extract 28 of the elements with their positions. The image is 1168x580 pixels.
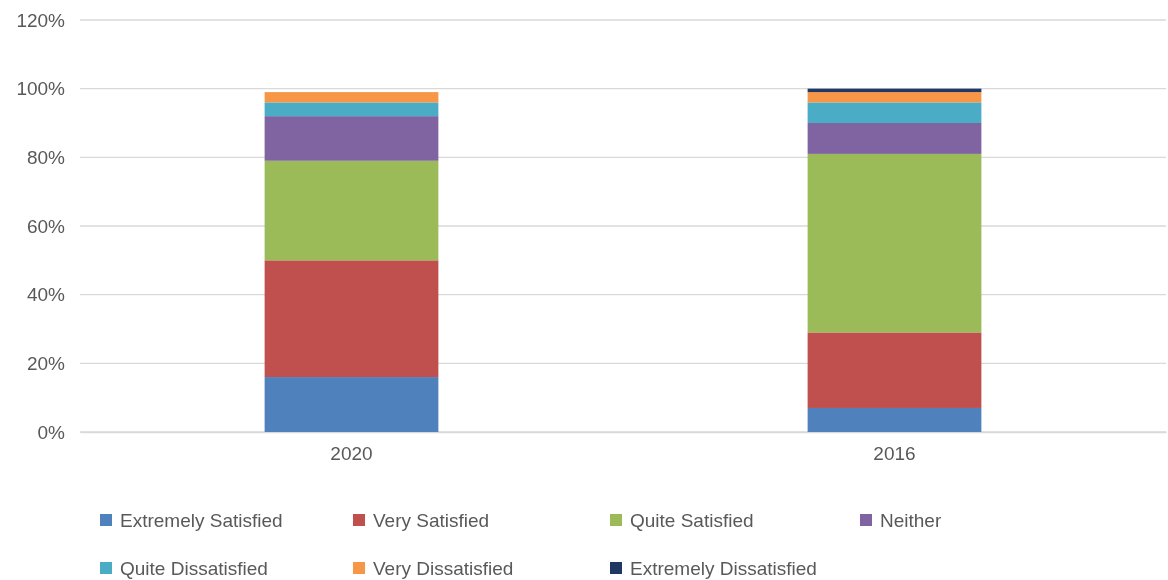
y-tick-label: 120% — [16, 9, 66, 31]
y-tick-label: 100% — [16, 78, 66, 100]
bar — [807, 102, 982, 123]
x-tick-label: 2016 — [873, 442, 916, 464]
legend-label: Quite Satisfied — [630, 509, 754, 531]
bar — [807, 332, 982, 408]
legend-label: Neither — [880, 509, 942, 531]
bar — [264, 102, 439, 117]
y-tick-label: 60% — [26, 215, 66, 237]
bar — [264, 116, 439, 161]
y-tick-label: 20% — [26, 352, 66, 374]
legend-label: Very Satisfied — [373, 509, 490, 531]
x-tick-label: 2020 — [330, 442, 373, 464]
legend-label: Extremely Dissatisfied — [630, 557, 817, 579]
y-tick-label: 40% — [26, 284, 66, 306]
bar — [807, 153, 982, 333]
legend-label: Quite Dissatisfied — [120, 557, 268, 579]
bar — [264, 92, 439, 103]
bar — [807, 407, 982, 432]
bar — [807, 92, 982, 103]
bar — [807, 123, 982, 154]
legend-label: Extremely Satisfied — [120, 509, 283, 531]
bar — [264, 160, 439, 261]
bar — [264, 260, 439, 378]
legend-label: Very Dissatisfied — [373, 557, 514, 579]
y-tick-label: 80% — [26, 146, 66, 168]
y-tick-label: 0% — [37, 421, 66, 443]
bar — [264, 377, 439, 432]
